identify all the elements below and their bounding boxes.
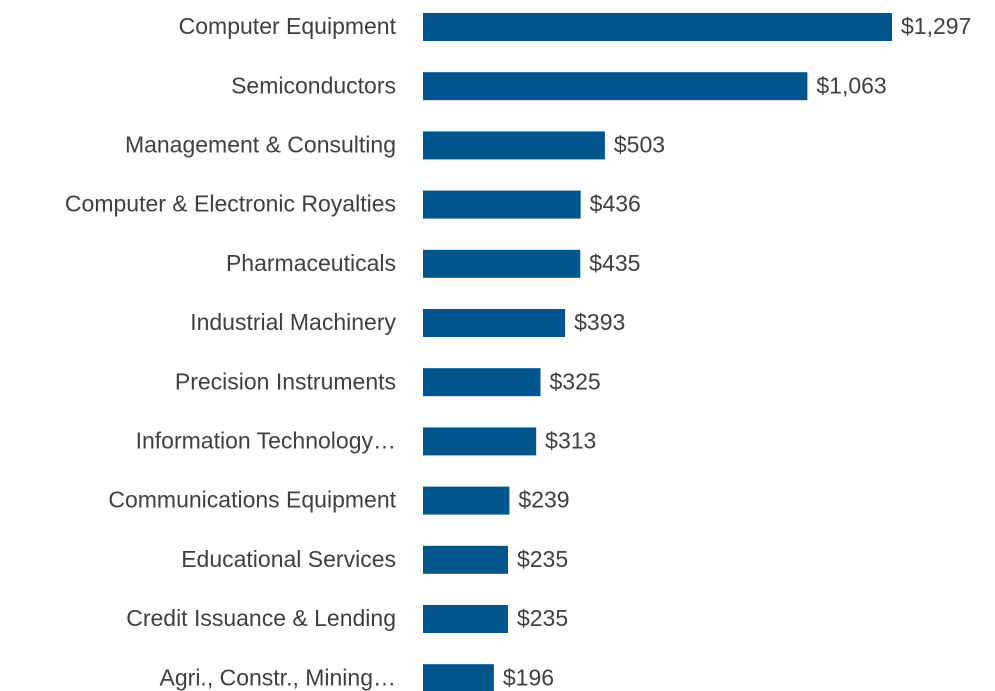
value-label: $503 xyxy=(614,131,665,157)
category-label: Industrial Machinery xyxy=(190,309,396,335)
category-label: Educational Services xyxy=(181,546,396,572)
value-label: $1,297 xyxy=(901,13,971,39)
value-label: $436 xyxy=(590,191,641,217)
bar xyxy=(423,427,537,456)
category-label: Semiconductors xyxy=(231,72,396,98)
value-label: $196 xyxy=(503,664,554,690)
value-label: $235 xyxy=(517,605,568,631)
category-label: Information Technology… xyxy=(136,427,396,453)
value-label: $235 xyxy=(517,546,568,572)
category-label: Computer & Electronic Royalties xyxy=(65,191,396,217)
category-label: Pharmaceuticals xyxy=(226,250,396,276)
category-label: Precision Instruments xyxy=(175,368,396,394)
bar xyxy=(423,486,510,515)
category-label: Agri., Constr., Mining… xyxy=(160,664,396,690)
bar xyxy=(423,368,541,397)
category-label: Management & Consulting xyxy=(125,131,396,157)
value-label: $325 xyxy=(550,368,601,394)
category-label: Computer Equipment xyxy=(179,13,397,39)
value-label: $313 xyxy=(545,427,596,453)
value-label: $239 xyxy=(518,487,569,513)
bar xyxy=(423,545,508,574)
category-label: Communications Equipment xyxy=(108,487,396,513)
bar xyxy=(423,72,808,101)
value-label: $393 xyxy=(574,309,625,335)
bar xyxy=(423,605,508,633)
value-label: $435 xyxy=(589,250,640,276)
bar xyxy=(423,309,566,337)
bar xyxy=(423,131,605,160)
bar xyxy=(423,664,494,691)
value-label: $1,063 xyxy=(816,72,886,98)
bar xyxy=(423,190,581,219)
bar xyxy=(423,249,581,278)
category-label: Credit Issuance & Lending xyxy=(126,605,396,631)
bar xyxy=(423,13,892,41)
